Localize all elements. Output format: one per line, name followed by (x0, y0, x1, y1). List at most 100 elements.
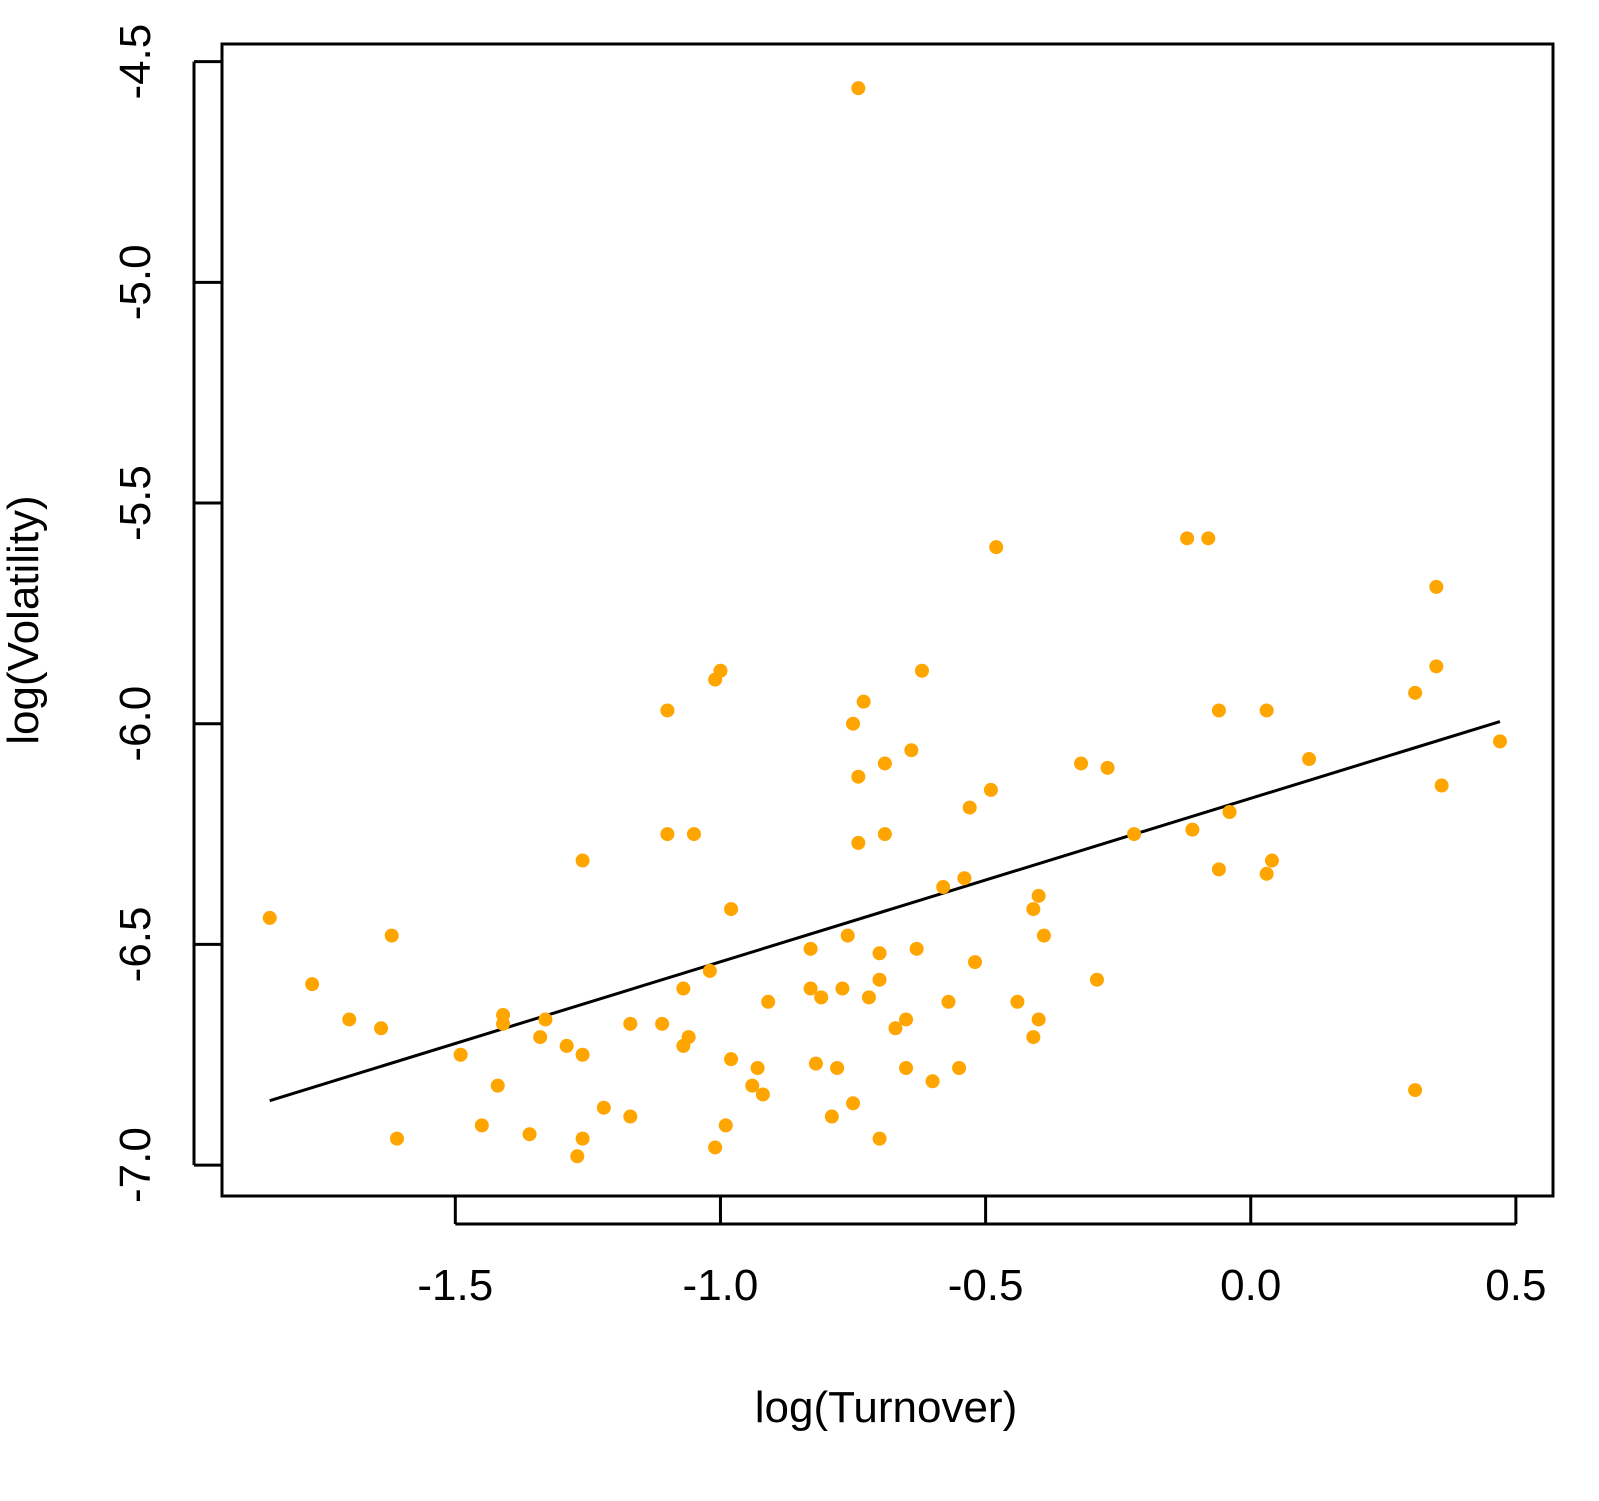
data-point (1211, 703, 1226, 718)
data-point (1429, 579, 1444, 594)
data-point (888, 1021, 903, 1036)
data-point (676, 981, 691, 996)
data-point (660, 703, 675, 718)
data-point (1429, 659, 1444, 674)
data-point (575, 853, 590, 868)
y-tick-label: -7.0 (111, 1127, 160, 1203)
data-point (750, 1061, 765, 1075)
data-point (623, 1109, 638, 1124)
data-point (824, 1109, 839, 1124)
data-point (522, 1127, 537, 1142)
data-point (872, 972, 887, 987)
data-point (1302, 752, 1317, 767)
x-tick-label: -0.5 (948, 1261, 1024, 1310)
data-point (342, 1012, 357, 1027)
data-point (925, 1074, 940, 1089)
data-point (941, 994, 956, 1009)
data-point (755, 1087, 770, 1102)
data-point (262, 910, 277, 925)
data-point (724, 1052, 739, 1067)
data-point (803, 941, 818, 956)
data-point (1031, 1012, 1046, 1027)
data-point (575, 1131, 590, 1146)
data-point (846, 716, 861, 731)
data-point (830, 1061, 845, 1075)
data-point (808, 1056, 823, 1071)
data-point (899, 1061, 914, 1075)
data-point (596, 1100, 611, 1115)
data-point (490, 1078, 505, 1093)
data-point (872, 1131, 887, 1146)
data-point (702, 963, 717, 978)
data-point (1222, 805, 1237, 819)
data-point (745, 1078, 760, 1093)
data-point (474, 1118, 489, 1133)
data-point (962, 800, 977, 815)
data-point (851, 835, 866, 850)
data-point (899, 1012, 914, 1027)
data-point (840, 928, 855, 943)
data-point (936, 880, 951, 895)
data-point (967, 955, 982, 970)
data-point (384, 928, 399, 943)
data-point (1036, 928, 1051, 943)
data-point (814, 990, 829, 1005)
data-point (1434, 778, 1449, 793)
data-point (1408, 685, 1423, 700)
data-point (1010, 994, 1025, 1009)
data-point (708, 1140, 723, 1155)
plot-frame (220, 42, 1555, 1198)
data-point (533, 1030, 548, 1045)
data-point (496, 1016, 511, 1031)
data-point (1026, 902, 1041, 917)
data-point (623, 1016, 638, 1031)
data-point (660, 827, 675, 842)
data-point (1031, 888, 1046, 903)
data-point (724, 902, 739, 917)
data-point (1408, 1083, 1423, 1098)
data-point (877, 756, 892, 771)
x-tick-label: -1.0 (683, 1261, 759, 1310)
x-axis: -1.5 -1.0 -0.5 0.0 0.5 (417, 1196, 1546, 1310)
data-point (952, 1061, 967, 1075)
data-point (1089, 972, 1104, 987)
y-tick-label: -6.5 (111, 906, 160, 982)
data-point (761, 994, 776, 1009)
data-point (389, 1131, 404, 1146)
data-point (846, 1096, 861, 1111)
data-point (538, 1012, 553, 1027)
y-axis: -4.5 -5.0 -5.5 -6.0 -6.5 -7.0 (111, 24, 222, 1203)
x-tick-label: 0.5 (1485, 1261, 1546, 1310)
regression-line (269, 720, 1501, 1103)
data-point (559, 1038, 574, 1053)
data-point (1180, 531, 1195, 546)
data-point (1264, 853, 1279, 868)
data-point (676, 1038, 691, 1053)
data-point (1074, 756, 1089, 771)
data-point (914, 663, 929, 678)
data-point (453, 1047, 468, 1062)
data-point (989, 540, 1004, 555)
data-point (1026, 1030, 1041, 1045)
data-point (1259, 703, 1274, 718)
data-point (1201, 531, 1216, 546)
data-point (655, 1016, 670, 1031)
x-tick-label: 0.0 (1220, 1261, 1281, 1310)
data-point (835, 981, 850, 996)
data-point (803, 981, 818, 996)
data-point (708, 672, 723, 687)
data-point (570, 1149, 585, 1164)
y-axis-title: log(Volatility) (0, 495, 48, 744)
data-point (374, 1021, 389, 1036)
x-tick-label: -1.5 (417, 1261, 493, 1310)
x-axis-title: log(Turnover) (755, 1383, 1017, 1432)
data-point (1492, 734, 1507, 749)
data-point (1185, 822, 1200, 837)
data-point (877, 827, 892, 842)
y-tick-label: -6.0 (111, 686, 160, 762)
y-tick-label: -4.5 (111, 24, 160, 100)
data-point (861, 990, 876, 1005)
data-point (305, 977, 320, 992)
data-point (686, 827, 701, 842)
